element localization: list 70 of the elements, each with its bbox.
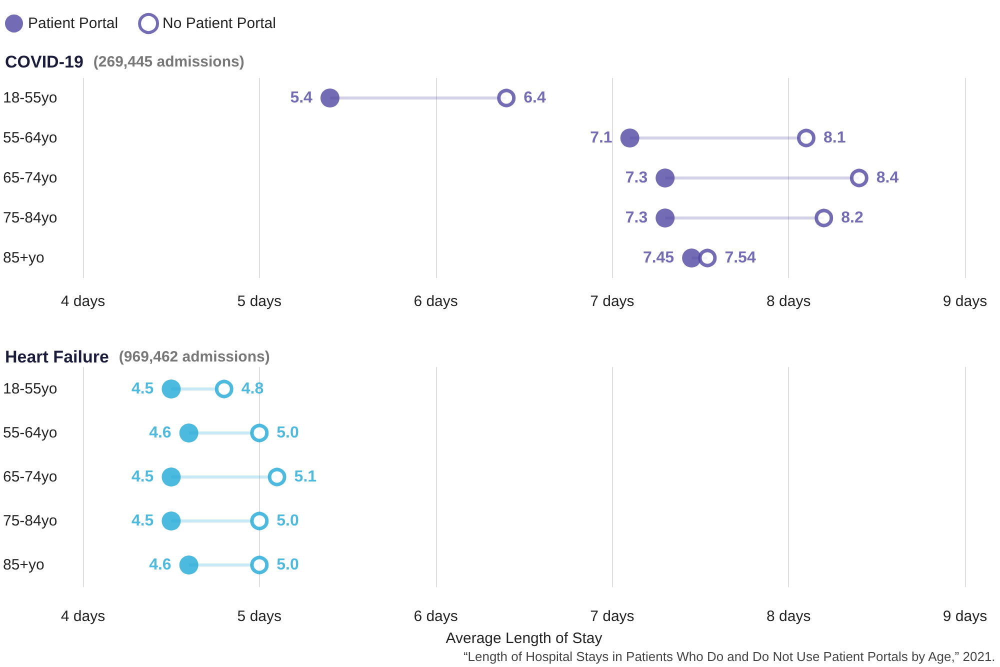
x-tick-label: 6 days	[414, 608, 458, 625]
data-label: 7.3	[625, 210, 648, 226]
point	[250, 424, 269, 442]
point	[162, 468, 181, 486]
point	[656, 208, 675, 228]
x-tick-label: 8 days	[766, 293, 811, 310]
data-label: 4.5	[131, 512, 154, 530]
point	[620, 128, 640, 148]
x-tick-label: 4 days	[60, 293, 106, 310]
legend-label: Patient Portal	[28, 15, 118, 32]
point	[682, 248, 702, 268]
data-label: 5.0	[276, 556, 299, 574]
y-tick-label: 65-74yo	[3, 468, 58, 486]
y-tick-label: 75-84yo	[3, 512, 58, 530]
data-label: 4.6	[149, 424, 172, 442]
data-label: 5.0	[276, 424, 299, 442]
point	[179, 424, 198, 442]
data-label: 5.0	[276, 512, 299, 530]
chart-title: COVID-19	[5, 52, 84, 72]
data-label: 5.4	[290, 90, 313, 106]
x-tick-label: 9 days	[942, 608, 988, 625]
point	[214, 380, 234, 398]
point	[814, 208, 834, 228]
y-tick-label: 85+yo	[3, 250, 44, 266]
chart-title: Heart Failure	[5, 348, 109, 366]
x-axis-title: Average Length of Stay	[446, 630, 603, 647]
data-label: 4.8	[241, 380, 264, 398]
point	[850, 168, 868, 188]
x-tick-label: 6 days	[414, 293, 458, 310]
data-label: 8.1	[823, 130, 846, 146]
chart-subtitle: (269,445 admissions)	[93, 54, 244, 70]
y-tick-label: 85+yo	[3, 556, 44, 574]
point	[268, 468, 286, 486]
data-label: 7.1	[590, 130, 612, 146]
data-label: 6.4	[524, 90, 546, 106]
y-tick-label: 18-55yo	[3, 90, 58, 106]
data-label: 7.3	[625, 170, 648, 186]
x-tick-label: 7 days	[590, 608, 634, 625]
point	[250, 556, 269, 574]
y-tick-label: 75-84yo	[3, 210, 58, 226]
data-label: 8.4	[876, 170, 899, 186]
y-tick-label: 18-55yo	[3, 380, 58, 398]
point	[179, 556, 198, 574]
point	[497, 88, 516, 108]
point	[320, 88, 340, 108]
point	[656, 168, 675, 188]
point	[250, 512, 269, 530]
point	[162, 512, 181, 530]
y-tick-label: 55-64yo	[3, 130, 58, 146]
data-label: 4.6	[149, 556, 172, 574]
legend-label: No Patient Portal	[162, 15, 276, 32]
x-tick-label: 9 days	[942, 293, 988, 310]
y-tick-label: 65-74yo	[3, 170, 58, 186]
point	[162, 380, 181, 398]
x-tick-label: 4 days	[60, 608, 106, 625]
x-tick-label: 7 days	[590, 293, 634, 310]
data-label: 5.1	[294, 468, 317, 486]
data-label: 4.5	[131, 380, 154, 398]
x-tick-label: 5 days	[237, 293, 282, 310]
data-label: 4.5	[131, 468, 154, 486]
text: “Length of Hospital Stays in Patients Who Do and Do Not Use Patient Portals by Age,” 2021.	[463, 649, 996, 664]
data-label: 7.45	[642, 250, 674, 266]
chart-subtitle: (969,462 admissions)	[118, 348, 270, 366]
x-tick-label: 5 days	[237, 608, 282, 625]
x-tick-label: 8 days	[766, 608, 811, 625]
data-label: 7.54	[724, 250, 756, 266]
data-label: 8.2	[841, 210, 864, 226]
point	[698, 248, 717, 268]
y-tick-label: 55-64yo	[3, 424, 58, 442]
point	[797, 128, 816, 148]
